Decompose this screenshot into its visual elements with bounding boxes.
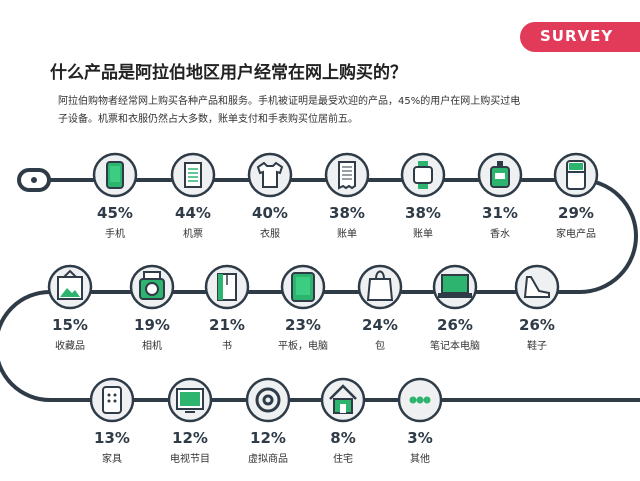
data-label: 21% [209, 316, 245, 334]
category-label: 收藏品 [55, 341, 85, 352]
bill-icon [324, 152, 370, 198]
data-label: 13% [94, 429, 130, 447]
category-label: 鞋子 [527, 341, 547, 352]
category-label: 账单 [337, 229, 357, 240]
data-label: 38% [329, 204, 365, 222]
perfume-icon [477, 152, 523, 198]
data-label: 38% [405, 204, 441, 222]
shirt-icon [247, 152, 293, 198]
data-label: 29% [558, 204, 594, 222]
data-label: 24% [362, 316, 398, 334]
category-label: 其他 [410, 454, 430, 465]
category-label: 相机 [142, 341, 162, 352]
data-label: 44% [175, 204, 211, 222]
category-label: 机票 [183, 229, 203, 240]
ticket-icon [170, 152, 216, 198]
mobile-phone-icon [92, 152, 138, 198]
track-line [0, 178, 640, 402]
brand-logo: SURVEY [540, 27, 614, 45]
category-label: 平板，电脑 [278, 341, 328, 352]
book-icon [204, 264, 250, 310]
data-label: 19% [134, 316, 170, 334]
data-label: 12% [250, 429, 286, 447]
page-title: 什么产品是阿拉伯地区用户经常在网上购买的？ [50, 63, 407, 83]
data-label: 31% [482, 204, 518, 222]
data-label: 15% [52, 316, 88, 334]
data-label: 26% [437, 316, 473, 334]
category-label: 家具 [102, 454, 122, 465]
category-label: 虚拟商品 [248, 454, 288, 465]
picture-icon [47, 264, 93, 310]
bag-icon [357, 264, 403, 310]
data-label: 8% [330, 429, 356, 447]
fridge-icon [553, 152, 599, 198]
data-label: 3% [407, 429, 433, 447]
shoe-icon [514, 264, 560, 310]
camera-icon [129, 264, 175, 310]
data-label: 40% [252, 204, 288, 222]
brand-tab [520, 22, 640, 52]
furniture-icon [89, 377, 135, 423]
at-sign-icon [245, 377, 291, 423]
description: 阿拉伯购物者经常网上购买各种产品和服务。手机被证明是最受欢迎的产品，45%的用户… [58, 96, 521, 125]
category-label: 书 [222, 341, 232, 352]
data-label: 12% [172, 429, 208, 447]
category-label: 住宅 [333, 454, 353, 465]
tablet-icon [280, 264, 326, 310]
category-label: 包 [375, 341, 385, 352]
category-label: 笔记本电脑 [430, 341, 480, 352]
category-label: 衣服 [260, 229, 280, 240]
category-label: 家电产品 [556, 229, 596, 240]
laptop-icon [432, 264, 478, 310]
category-label: 电视节目 [170, 454, 210, 465]
category-label: 香水 [490, 229, 510, 240]
more-icon [397, 377, 443, 423]
category-label: 账单 [413, 229, 433, 240]
data-label: 26% [519, 316, 555, 334]
tv-icon [167, 377, 213, 423]
start-dot [31, 177, 37, 183]
category-label: 手机 [105, 229, 125, 240]
data-label: 45% [97, 204, 133, 222]
watch-icon [400, 152, 446, 198]
data-label: 23% [285, 316, 321, 334]
house-icon [320, 377, 366, 423]
